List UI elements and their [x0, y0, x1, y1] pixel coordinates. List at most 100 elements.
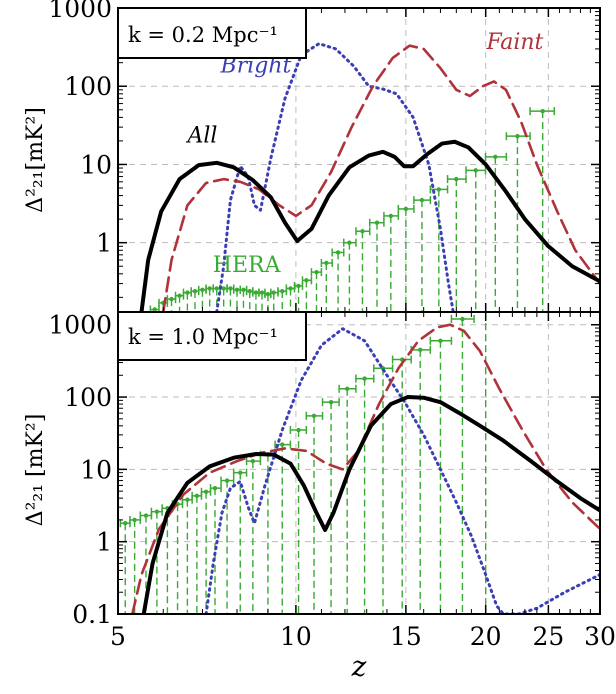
x-axis-label: z	[351, 650, 367, 683]
hera-point	[429, 336, 453, 614]
hera-marker	[214, 286, 219, 291]
hera-marker	[259, 290, 265, 295]
hera-point	[397, 204, 415, 312]
hera-point	[429, 185, 449, 312]
hera-marker	[296, 427, 301, 433]
hera-marker	[436, 187, 442, 192]
hera-marker	[203, 489, 209, 494]
hera-marker	[247, 288, 252, 294]
hera-marker	[280, 442, 285, 447]
hera-marker	[234, 287, 240, 292]
top-k-box: k = 0.2 Mpc⁻¹	[117, 7, 307, 59]
hera-point	[245, 457, 262, 614]
hera-point	[484, 152, 508, 312]
hera-marker	[271, 290, 276, 295]
hera-marker	[314, 269, 319, 275]
series-label-faint: Faint	[485, 30, 543, 55]
hera-point	[129, 515, 142, 614]
y-tick-label: 1	[96, 229, 112, 258]
x-tick-label: 15	[390, 622, 422, 651]
hera-marker	[228, 286, 233, 291]
hera-point	[274, 440, 292, 614]
hera-point	[239, 285, 248, 312]
hera-point	[301, 276, 313, 312]
top-series	[139, 42, 600, 312]
hera-point	[289, 426, 308, 614]
hera-point	[338, 384, 357, 614]
series-bright-line	[204, 327, 600, 614]
hera-point	[355, 227, 371, 312]
x-tick-label: 25	[532, 622, 564, 651]
hera-marker	[123, 521, 128, 526]
hera-point	[181, 495, 193, 614]
hera-marker	[362, 376, 367, 381]
x-tick-label: 30	[584, 622, 616, 651]
hera-point	[182, 288, 192, 312]
hera-marker	[454, 176, 459, 182]
hera-point	[368, 218, 385, 312]
y-tick-label: 0.1	[72, 600, 112, 629]
hera-point	[305, 411, 324, 614]
hera-point	[258, 288, 266, 312]
hera-marker	[143, 513, 149, 518]
hera-marker	[185, 290, 190, 295]
hera-point	[119, 519, 131, 614]
hera-marker	[360, 229, 365, 234]
hera-marker	[403, 206, 409, 212]
hera-marker	[253, 290, 259, 295]
hera-point	[321, 398, 340, 614]
hera-marker	[200, 287, 205, 292]
hera-marker	[296, 283, 301, 289]
hera-point	[410, 345, 432, 614]
hera-marker	[241, 287, 246, 292]
bottom-ticks: 5 10 15 20 25 30 0.1 1 10 100 1000	[48, 311, 616, 651]
hera-marker	[419, 197, 425, 203]
hera-marker	[250, 458, 256, 464]
hera-marker	[335, 250, 341, 255]
x-tick-label: 5	[110, 622, 126, 651]
hera-marker	[288, 286, 293, 291]
hera-point	[166, 295, 177, 312]
hera-point	[174, 291, 185, 312]
hera-marker	[132, 517, 137, 523]
top-hera-errorbars	[149, 107, 556, 312]
hera-point	[413, 196, 432, 312]
bottom-k-box: k = 1.0 Mpc⁻¹	[117, 311, 307, 361]
bottom-hera-errorbars	[119, 312, 487, 614]
series-label-hera: HERA	[213, 253, 282, 278]
hera-marker	[154, 509, 160, 514]
hera-marker	[192, 288, 198, 294]
bottom-frame	[117, 311, 601, 615]
hera-point	[205, 284, 214, 312]
x-tick-label: 10	[280, 622, 312, 651]
hera-marker	[152, 307, 157, 312]
hera-marker	[347, 240, 352, 245]
hera-point	[171, 500, 184, 614]
hera-marker	[304, 278, 309, 283]
hera-point	[373, 364, 394, 614]
hera-point	[355, 374, 375, 614]
hera-point	[277, 287, 288, 312]
hera-point	[270, 288, 279, 312]
series-bright-line	[215, 42, 455, 312]
series-label-all: All	[185, 124, 217, 149]
hera-point	[226, 284, 235, 312]
y-tick-label: 1	[96, 528, 112, 557]
hera-marker	[185, 497, 190, 502]
x-tick-label: 20	[470, 622, 502, 651]
hera-marker	[311, 413, 317, 419]
series-all-line	[139, 139, 600, 312]
hera-point	[446, 175, 467, 312]
hera-marker	[493, 154, 498, 160]
hera-point	[383, 211, 400, 312]
hera-point	[245, 287, 254, 312]
hera-marker	[374, 220, 380, 225]
hera-marker	[177, 293, 182, 298]
y-tick-label: 100	[64, 383, 112, 412]
hera-point	[450, 315, 475, 614]
bottom-panel: 5 10 15 20 25 30 0.1 1 10 100 1000 k = 1.0 Mpc⁻¹ Δ…	[23, 311, 616, 683]
hera-marker	[207, 286, 212, 291]
